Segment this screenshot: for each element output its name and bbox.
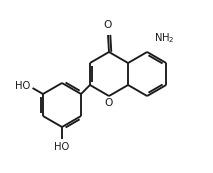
Text: HO: HO <box>15 81 30 91</box>
Text: O: O <box>104 20 112 30</box>
Text: O: O <box>105 98 113 108</box>
Text: NH$_2$: NH$_2$ <box>154 31 174 45</box>
Text: HO: HO <box>54 142 70 152</box>
